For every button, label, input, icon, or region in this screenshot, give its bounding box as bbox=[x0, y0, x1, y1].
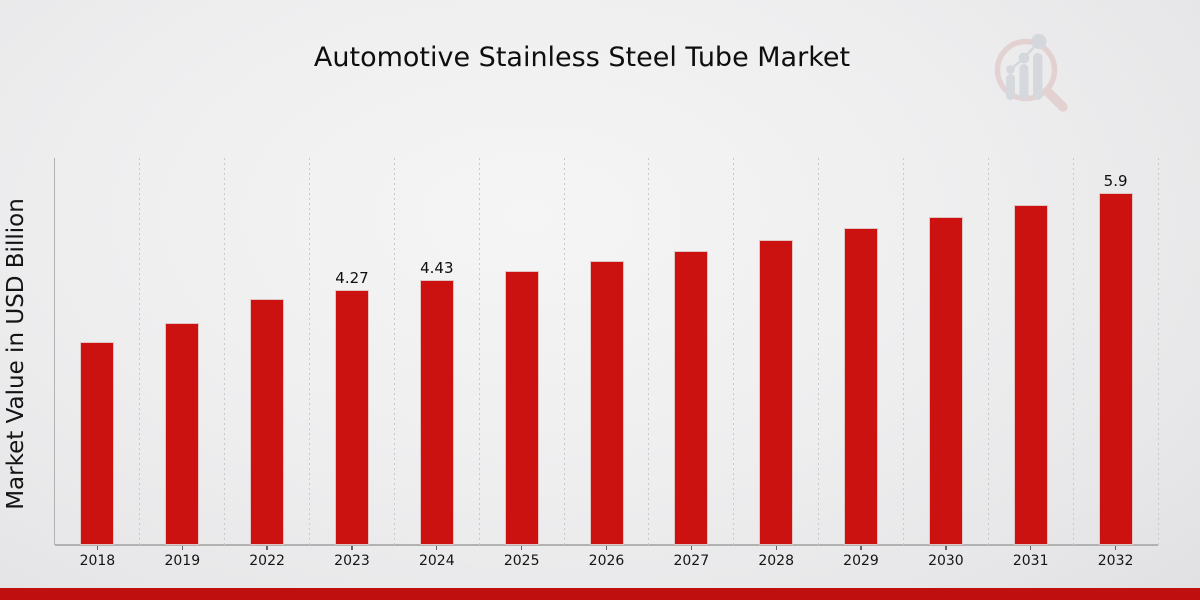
x-tick-label: 2019 bbox=[164, 553, 201, 569]
logo-trend-dots bbox=[1006, 33, 1047, 74]
magnifier-bar-chart-logo-icon bbox=[994, 33, 1068, 112]
gridline bbox=[818, 158, 820, 545]
bar-2018 bbox=[80, 342, 115, 545]
logo-bars bbox=[1006, 53, 1043, 100]
bar-2025 bbox=[504, 271, 539, 545]
chart-title: Automotive Stainless Steel Tube Market bbox=[313, 42, 851, 73]
gridline bbox=[478, 158, 480, 545]
magnifier-handle bbox=[1042, 86, 1068, 112]
gridline bbox=[224, 158, 226, 545]
x-tick-mark bbox=[605, 546, 608, 550]
bar-value-label: 4.43 bbox=[420, 259, 454, 277]
bar-2028 bbox=[759, 240, 794, 545]
gridline bbox=[139, 158, 141, 545]
bar-2030 bbox=[928, 217, 963, 545]
gridline bbox=[1072, 158, 1074, 545]
x-tick-mark bbox=[775, 546, 777, 550]
x-tick-label: 2026 bbox=[588, 553, 625, 569]
gridline bbox=[648, 158, 650, 545]
gridline bbox=[1157, 158, 1159, 545]
x-tick-label: 2025 bbox=[503, 553, 540, 569]
bar-2032 bbox=[1098, 193, 1133, 545]
bar-2019 bbox=[165, 323, 200, 545]
bar-2031 bbox=[1013, 205, 1048, 545]
x-tick-mark bbox=[521, 546, 523, 550]
x-tick-mark bbox=[945, 546, 947, 550]
bar-value-label: 4.27 bbox=[335, 269, 369, 287]
x-tick-label: 2027 bbox=[673, 553, 710, 569]
x-tick-mark bbox=[860, 546, 862, 550]
gridline bbox=[309, 158, 310, 545]
gridline bbox=[987, 158, 989, 545]
bar-2023 bbox=[335, 290, 369, 545]
gridline bbox=[903, 158, 904, 545]
x-tick-label: 2031 bbox=[1012, 553, 1049, 569]
gridline bbox=[563, 158, 565, 545]
gridline bbox=[733, 158, 735, 545]
bar-2024 bbox=[419, 280, 454, 545]
x-tick-label: 2032 bbox=[1097, 553, 1134, 569]
x-tick-mark bbox=[181, 546, 183, 550]
x-tick-mark bbox=[266, 546, 268, 550]
y-axis-line bbox=[54, 158, 56, 545]
bar-2022 bbox=[250, 299, 285, 545]
x-tick-mark bbox=[351, 546, 353, 550]
bar-2027 bbox=[674, 251, 709, 545]
x-tick-label: 2028 bbox=[758, 553, 794, 569]
x-tick-label: 2030 bbox=[928, 553, 964, 569]
x-tick-mark bbox=[1114, 546, 1117, 550]
x-tick-mark bbox=[690, 546, 692, 550]
plot-area: 2018 2019 2022 4.27 2023 4.43 2024 2025 2026 2027… bbox=[54, 158, 1159, 569]
bar-value-label: 5.9 bbox=[1103, 172, 1128, 190]
bottom-accent-bar bbox=[0, 588, 1200, 600]
x-tick-mark bbox=[1030, 546, 1032, 550]
x-tick-label: 2022 bbox=[249, 553, 285, 569]
x-tick-label: 2024 bbox=[418, 553, 455, 569]
x-tick-label: 2029 bbox=[843, 553, 879, 569]
x-tick-mark bbox=[96, 546, 99, 550]
bar-2029 bbox=[844, 228, 878, 545]
bar-2026 bbox=[589, 261, 624, 545]
gridline bbox=[393, 158, 395, 545]
y-axis-label: Market Value in USD Billion bbox=[3, 198, 29, 510]
x-tick-mark bbox=[436, 546, 438, 550]
x-tick-label: 2018 bbox=[79, 553, 116, 569]
x-tick-label: 2023 bbox=[334, 553, 370, 569]
